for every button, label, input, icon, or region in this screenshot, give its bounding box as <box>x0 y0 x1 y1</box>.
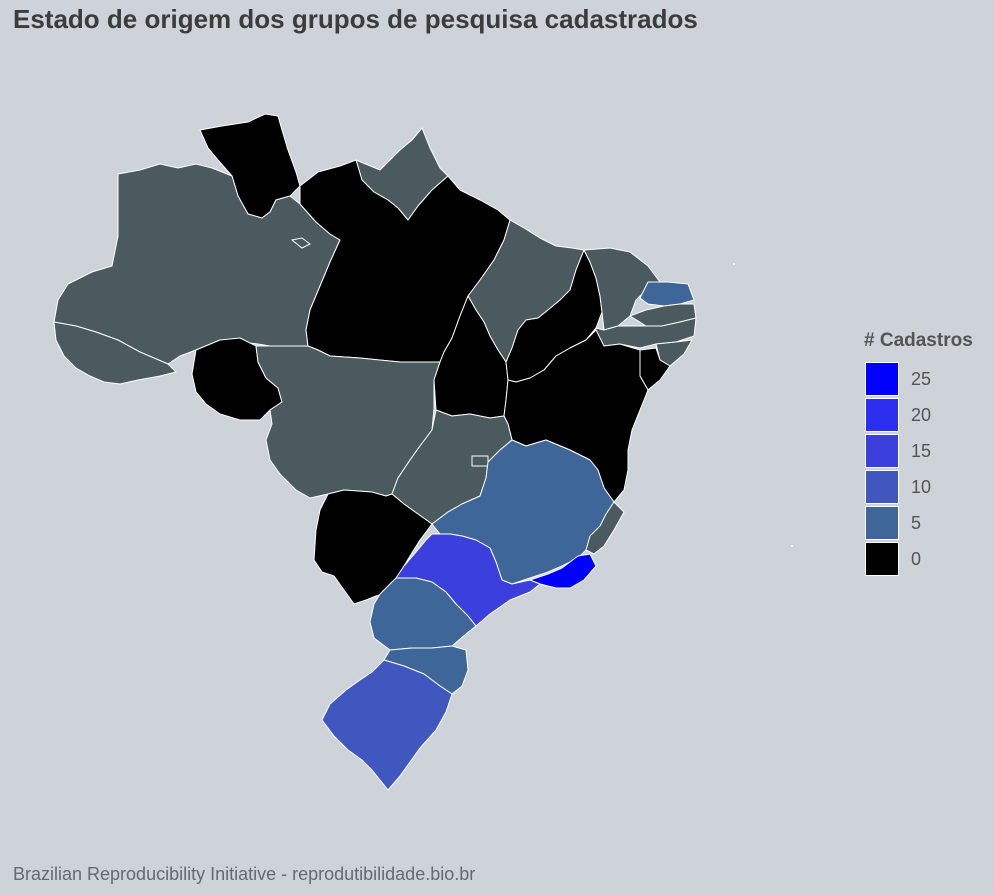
legend-entry: 15 <box>864 434 984 470</box>
legend-label: 5 <box>911 513 922 533</box>
state-rn[interactable] <box>639 281 695 307</box>
legend-swatch <box>865 398 899 432</box>
legend-entry: 20 <box>864 398 984 434</box>
legend-label: 25 <box>911 369 932 389</box>
map-title: Estado de origem dos grupos de pesquisa … <box>13 4 698 34</box>
legend-swatch <box>865 506 899 540</box>
legend: # Cadastros 25 20 15 10 5 0 <box>864 330 984 578</box>
source-caption: Brazilian Reproducibility Initiative - r… <box>13 864 476 884</box>
legend-title: # Cadastros <box>864 330 973 351</box>
legend-entries: 25 20 15 10 5 0 <box>864 362 984 578</box>
state-sp[interactable] <box>395 533 541 627</box>
state-rs[interactable] <box>321 659 453 791</box>
legend-label: 20 <box>911 405 932 425</box>
state-df[interactable] <box>471 455 489 467</box>
state-ac[interactable] <box>53 321 177 385</box>
island-dot <box>733 263 735 265</box>
legend-label: 0 <box>911 549 922 569</box>
legend-label: 15 <box>911 441 932 461</box>
legend-swatch <box>865 434 899 468</box>
legend-entry: 5 <box>864 506 984 542</box>
legend-swatch <box>865 470 899 504</box>
legend-swatch <box>865 362 899 396</box>
legend-entry: 25 <box>864 362 984 398</box>
legend-label: 10 <box>911 477 932 497</box>
legend-entry: 0 <box>864 542 984 578</box>
legend-swatch <box>865 542 899 576</box>
state-es[interactable] <box>585 501 625 555</box>
legend-entry: 10 <box>864 470 984 506</box>
island-dot <box>791 545 793 547</box>
lake-shape <box>290 237 311 249</box>
